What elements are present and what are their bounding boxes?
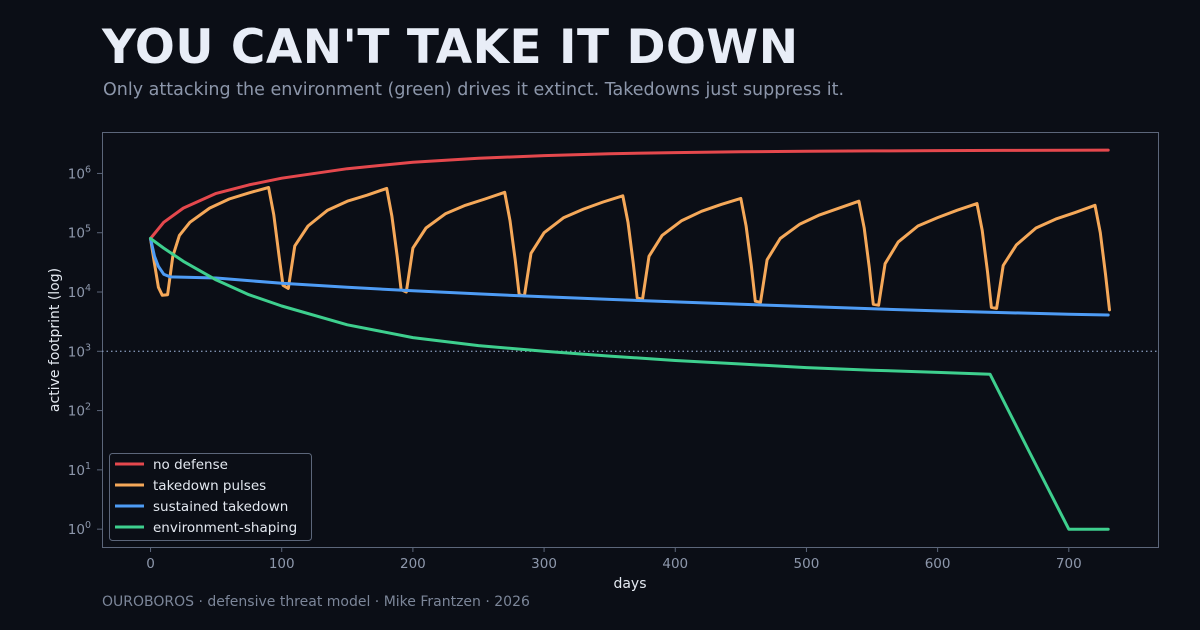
- legend-box: [109, 453, 312, 541]
- y-tick-label: 102: [68, 402, 91, 420]
- x-axis: 0 100 200 300 400 500 600 700: [146, 547, 1082, 572]
- y-tick-base: 10: [68, 344, 85, 360]
- x-axis-label: days: [613, 576, 646, 592]
- x-tick-label: 500: [794, 556, 820, 572]
- page-subtitle: Only attacking the environment (green) d…: [103, 80, 845, 100]
- y-tick-exponent: 6: [85, 164, 91, 175]
- x-tick-label: 400: [662, 556, 688, 572]
- legend-label: environment-shaping: [153, 520, 297, 536]
- y-tick-exponent: 4: [85, 283, 91, 294]
- y-tick-exponent: 5: [85, 224, 91, 235]
- series-line-no-defense: [149, 148, 1110, 240]
- y-tick-exponent: 2: [85, 402, 91, 413]
- x-tick-label: 300: [531, 556, 557, 572]
- x-tick-label: 200: [400, 556, 426, 572]
- legend-label: sustained takedown: [153, 499, 288, 515]
- y-tick-base: 10: [68, 285, 85, 301]
- y-tick-base: 10: [68, 522, 85, 538]
- legend: no defense takedown pulses sustained taked…: [109, 453, 312, 541]
- x-tick-label: 700: [1056, 556, 1082, 572]
- y-tick-label: 101: [68, 461, 91, 479]
- y-tick-label: 100: [68, 520, 91, 538]
- x-tick-label: 600: [925, 556, 951, 572]
- y-tick-exponent: 1: [85, 461, 91, 472]
- x-tick-label: 100: [269, 556, 295, 572]
- series-line-sustained-takedown: [149, 237, 1110, 317]
- footer-credits: OUROBOROS · defensive threat model · Mik…: [102, 594, 530, 610]
- y-tick-label: 106: [68, 164, 91, 182]
- legend-label: takedown pulses: [153, 478, 266, 494]
- y-tick-base: 10: [68, 166, 85, 182]
- y-tick-base: 10: [68, 404, 85, 420]
- series-line-takedown-pulses: [149, 186, 1111, 312]
- y-tick-exponent: 3: [85, 342, 91, 353]
- y-tick-exponent: 0: [85, 520, 91, 531]
- series-layer: [149, 148, 1111, 531]
- y-tick-base: 10: [68, 226, 85, 242]
- series-line-environment-shaping: [149, 237, 1110, 531]
- plot-frame: [102, 132, 1159, 548]
- y-tick-label: 104: [68, 283, 91, 301]
- y-tick-label: 103: [68, 342, 91, 360]
- legend-label: no defense: [153, 457, 228, 473]
- y-axis-label: active footprint (log): [47, 268, 63, 412]
- x-tick-label: 0: [146, 556, 155, 572]
- y-tick-base: 10: [68, 463, 85, 479]
- y-tick-label: 105: [68, 224, 91, 242]
- page-title: YOU CAN'T TAKE IT DOWN: [102, 20, 799, 75]
